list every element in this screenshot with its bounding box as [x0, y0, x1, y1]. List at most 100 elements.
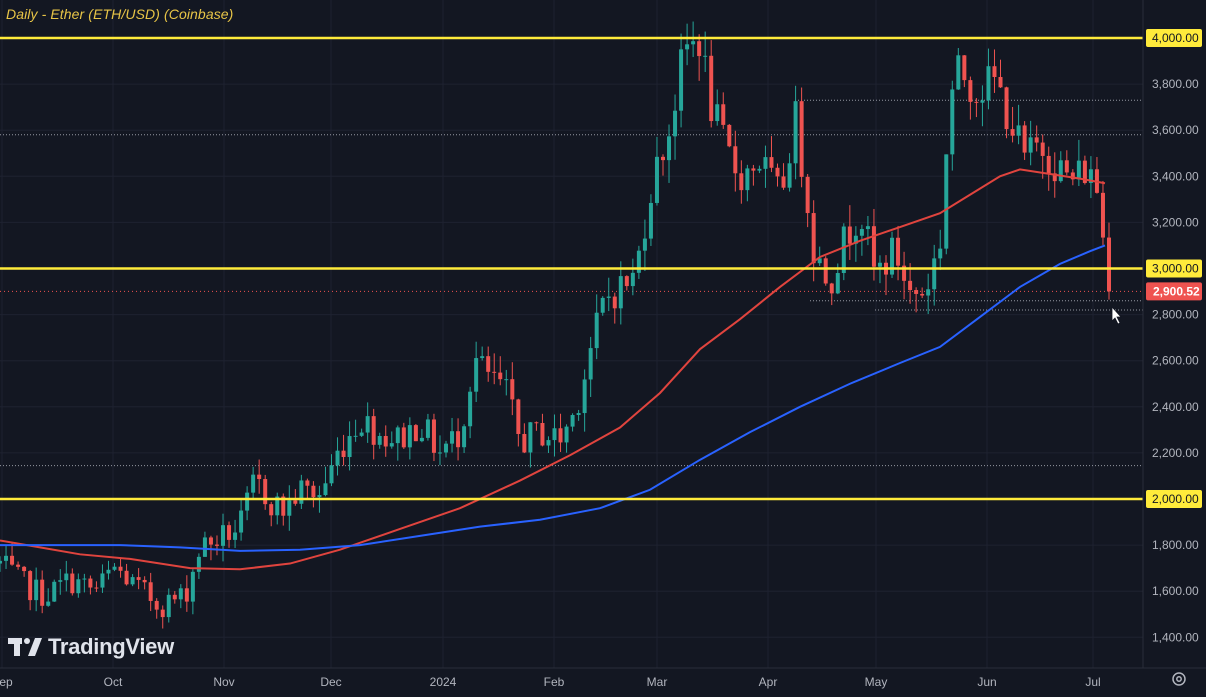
- candle-body: [335, 450, 340, 466]
- candle-body: [667, 136, 672, 161]
- candle-body: [100, 573, 105, 588]
- candle-body: [34, 579, 39, 601]
- tradingview-logo-icon: [8, 638, 42, 656]
- candle-body: [239, 510, 244, 533]
- candle-body: [305, 480, 310, 486]
- candle-body: [654, 156, 659, 203]
- candle-body: [673, 110, 678, 137]
- candle-body: [214, 544, 219, 546]
- candle-body: [492, 371, 497, 373]
- candle-body: [52, 581, 57, 602]
- candle-body: [456, 431, 461, 448]
- candle-body: [184, 588, 189, 602]
- gear-icon[interactable]: [1170, 670, 1188, 688]
- candle-body: [1052, 173, 1057, 182]
- tradingview-wordmark: TradingView: [48, 634, 174, 659]
- y-tick-label: 3,400.00: [1152, 169, 1199, 183]
- candle-body: [685, 44, 690, 50]
- candle-body: [799, 101, 804, 177]
- candle-body: [389, 443, 394, 447]
- candle-body: [618, 276, 623, 309]
- candle-body: [781, 176, 786, 188]
- candle-body: [233, 532, 238, 540]
- candle-body: [847, 226, 852, 244]
- candle-body: [281, 496, 286, 516]
- candle-body: [558, 428, 563, 443]
- price-scale[interactable]: [1143, 0, 1206, 692]
- candle-body: [190, 571, 195, 602]
- level-tag-label: 2,000.00: [1152, 492, 1199, 506]
- candle-body: [775, 167, 780, 177]
- candle-body: [1034, 137, 1039, 143]
- candle-body: [130, 577, 135, 585]
- candle-body: [1064, 160, 1069, 173]
- candle-body: [528, 422, 533, 453]
- candle-body: [1028, 137, 1033, 153]
- candles: [0, 21, 1111, 629]
- candle-body: [76, 579, 81, 594]
- y-tick-label: 3,800.00: [1152, 77, 1199, 91]
- y-tick-label: 2,800.00: [1152, 308, 1199, 322]
- candle-body: [202, 537, 207, 557]
- candle-body: [437, 452, 442, 454]
- candle-body: [805, 176, 810, 214]
- candle-body: [606, 296, 611, 298]
- candle-body: [118, 566, 123, 571]
- candle-body: [998, 77, 1003, 88]
- candle-body: [522, 433, 527, 453]
- candle-body: [727, 124, 732, 147]
- candle-body: [691, 41, 696, 45]
- candle-body: [450, 431, 455, 444]
- candle-body: [28, 571, 33, 601]
- candle-body: [871, 226, 876, 267]
- candle-body: [763, 157, 768, 169]
- candle-body: [299, 480, 304, 504]
- x-tick-label: Jul: [1085, 675, 1100, 689]
- x-tick-label: Nov: [213, 675, 234, 689]
- candle-body: [751, 168, 756, 171]
- candle-body: [1076, 160, 1081, 180]
- candle-body: [594, 312, 599, 349]
- candle-body: [733, 146, 738, 174]
- candle-body: [486, 356, 491, 372]
- x-tick-label: Oct: [104, 675, 123, 689]
- candle-body: [1058, 160, 1063, 182]
- candle-body: [865, 226, 870, 230]
- candle-body: [769, 157, 774, 168]
- x-tick-label: Dec: [320, 675, 341, 689]
- candle-body: [576, 413, 581, 416]
- candle-body: [245, 492, 250, 511]
- last-price-label: 2,900.52: [1153, 284, 1200, 298]
- candle-body: [721, 104, 726, 125]
- candle-body: [70, 573, 75, 594]
- x-tick-label: Apr: [759, 675, 778, 689]
- candle-body: [293, 500, 298, 504]
- candle-body: [142, 579, 147, 583]
- level-tag: [1146, 490, 1202, 508]
- y-tick-label: 2,400.00: [1152, 400, 1199, 414]
- candle-body: [588, 348, 593, 380]
- candle-body: [419, 437, 424, 442]
- x-tick-label: May: [865, 675, 888, 689]
- candle-body: [630, 272, 635, 287]
- candle-body: [413, 425, 418, 442]
- candle-body: [480, 356, 485, 359]
- candle-body: [1022, 125, 1027, 153]
- candle-body: [341, 450, 346, 458]
- candle-body: [648, 202, 653, 239]
- candle-body: [329, 465, 334, 484]
- candle-body: [1010, 129, 1015, 136]
- candle-body: [401, 427, 406, 448]
- y-tick-label: 1,400.00: [1152, 630, 1199, 644]
- moving-average-line: [0, 168, 1106, 571]
- candle-body: [136, 577, 141, 580]
- candle-body: [178, 588, 183, 600]
- candle-body: [739, 173, 744, 191]
- tradingview-logo[interactable]: TradingView: [8, 634, 174, 660]
- candle-body: [196, 556, 201, 572]
- candle-body: [877, 262, 882, 267]
- candle-body: [251, 474, 256, 493]
- candle-body: [166, 594, 171, 618]
